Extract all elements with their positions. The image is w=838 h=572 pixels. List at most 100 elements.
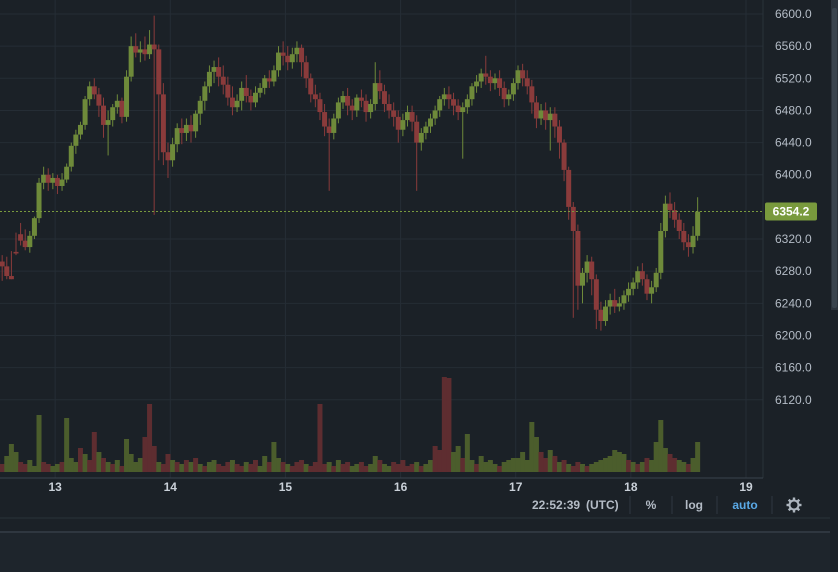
volume-bar — [441, 377, 447, 472]
volume-bar — [188, 462, 194, 472]
candle-body — [142, 49, 148, 55]
candle-body — [156, 49, 162, 95]
candle-body — [8, 276, 14, 280]
candle-body — [690, 235, 696, 248]
volume-bar — [105, 462, 111, 472]
volume-bar — [685, 464, 691, 472]
volume-bar — [59, 462, 65, 472]
candle — [478, 68, 484, 88]
volume-bar — [289, 466, 295, 472]
candle — [36, 177, 42, 223]
candle — [326, 118, 332, 191]
candle-body — [345, 95, 351, 106]
volume-bar — [13, 452, 19, 472]
candle — [529, 79, 535, 114]
candle — [73, 129, 79, 154]
price-axis[interactable]: 6600.0 6560.0 6520.0 6480.0 6440.0 6400.0 6320… — [762, 0, 812, 478]
candle — [193, 110, 199, 138]
candle-body — [598, 309, 604, 322]
candle — [110, 104, 116, 127]
volume-bar — [225, 462, 231, 472]
volume-bar — [630, 462, 636, 472]
volume-bar — [68, 458, 74, 472]
volume-bar — [524, 460, 530, 472]
candle-body — [547, 113, 553, 121]
volume-bar — [451, 452, 457, 472]
y-tick-label: 6200.0 — [775, 328, 812, 342]
volume-bar — [77, 448, 83, 472]
candle-body — [294, 47, 300, 55]
candle — [137, 41, 143, 63]
candle-body — [497, 78, 503, 88]
x-tick-label: 13 — [48, 480, 62, 494]
candle-body — [368, 104, 374, 113]
candle-body — [492, 78, 498, 84]
candle-body — [469, 86, 475, 100]
candle — [91, 78, 97, 100]
volume-bar — [101, 458, 107, 472]
volume-bar — [151, 446, 157, 472]
x-tick-label: 17 — [509, 480, 523, 494]
volume-bar — [662, 448, 668, 472]
volume-bar — [165, 454, 171, 472]
candle — [437, 95, 443, 117]
auto-button[interactable]: auto — [732, 498, 757, 512]
candle — [685, 234, 691, 257]
candle — [229, 86, 235, 116]
candle — [312, 84, 318, 108]
volume-bar — [570, 466, 576, 472]
candle-body — [289, 54, 295, 63]
candle — [593, 274, 599, 330]
candle-body — [252, 92, 258, 103]
volume-bar — [649, 460, 655, 472]
candle-body — [386, 104, 392, 111]
candle — [45, 168, 51, 191]
candle — [8, 251, 14, 280]
candle — [183, 118, 189, 141]
volume-bar — [82, 454, 88, 472]
candle-body — [165, 152, 171, 161]
candle-body — [68, 145, 74, 167]
volume-bar — [377, 460, 383, 472]
candle-body — [566, 169, 572, 207]
candle — [358, 89, 364, 108]
volume-bar — [216, 464, 222, 472]
candle-body — [658, 231, 664, 273]
volume-bar — [515, 458, 521, 472]
volume-bars — [0, 377, 701, 472]
candle — [59, 173, 65, 191]
volume-bar — [483, 462, 489, 472]
volume-bar — [538, 452, 544, 472]
volume-bar — [478, 456, 484, 472]
volume-bar — [18, 462, 24, 472]
candle-body — [193, 113, 199, 132]
candle-body — [423, 126, 429, 133]
volume-bar — [658, 420, 664, 472]
volume-bar — [543, 458, 549, 472]
candle-body — [478, 73, 484, 82]
time-axis[interactable]: 13 14 15 16 17 18 19 — [48, 480, 753, 494]
last-price-value: 6354.2 — [773, 205, 810, 219]
candle-body — [257, 87, 263, 93]
candle-body — [561, 142, 567, 170]
candle — [225, 76, 231, 106]
candle-body — [381, 91, 387, 105]
volume-bar — [566, 464, 572, 472]
candle — [114, 94, 120, 114]
percent-button[interactable]: % — [646, 498, 657, 512]
volume-bar — [45, 464, 51, 472]
candle-body — [524, 78, 530, 87]
candle — [423, 121, 429, 140]
volume-bar — [487, 460, 493, 472]
candle-body — [54, 177, 60, 186]
scrollbar-thumb[interactable] — [832, 8, 837, 308]
log-button[interactable]: log — [685, 498, 703, 512]
volume-bar — [497, 466, 503, 472]
x-tick-label: 15 — [279, 480, 293, 494]
candle-body — [579, 272, 585, 286]
candle — [644, 274, 650, 301]
gear-icon[interactable] — [786, 497, 802, 513]
volume-bar — [381, 464, 387, 472]
volume-bar — [552, 456, 558, 472]
